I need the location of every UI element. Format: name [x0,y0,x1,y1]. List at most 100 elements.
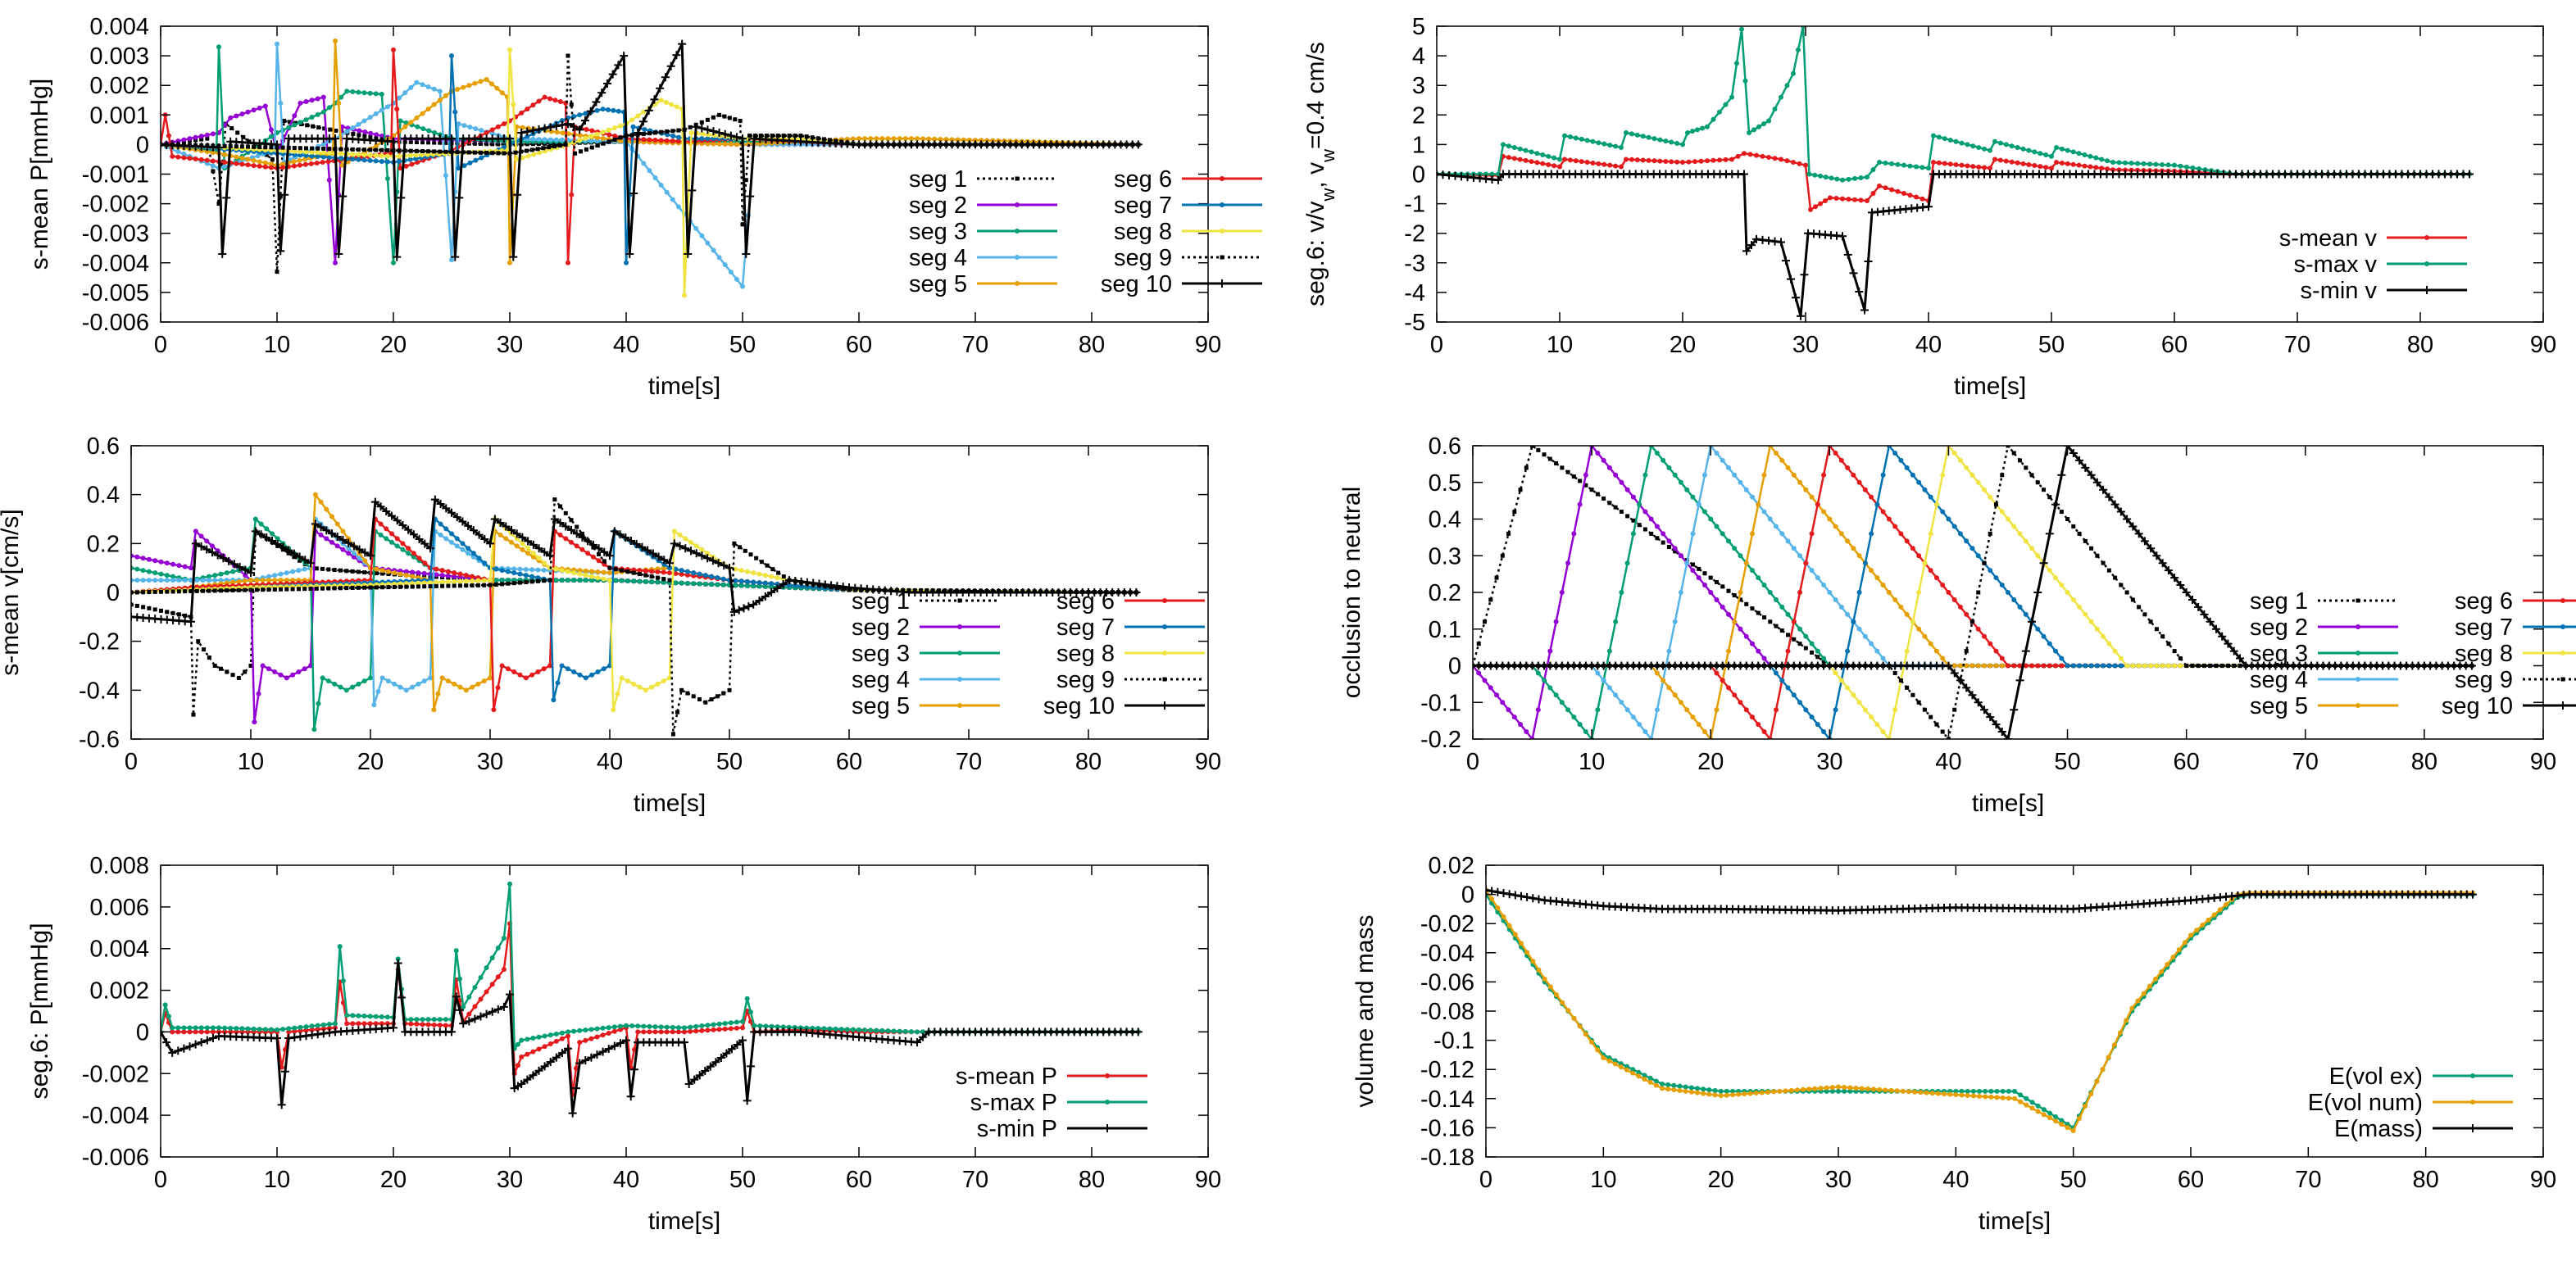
data-point [211,169,216,174]
data-point [272,669,278,674]
data-point [158,571,164,577]
data-point [2147,161,2152,167]
data-point [1761,472,1767,478]
data-point [672,51,681,60]
data-point [507,525,516,534]
data-point [1606,465,1612,470]
data-point [577,568,583,574]
data-point [1870,190,1876,196]
data-point [547,663,552,669]
data-point [583,135,588,141]
data-point [1661,531,1666,537]
data-point [176,578,182,583]
data-point [553,566,559,572]
data-point [1613,692,1619,698]
data-point [588,540,597,549]
data-point [1619,164,1624,170]
data-point [379,675,385,681]
data-point [670,138,675,144]
data-point [479,150,483,155]
series-line-s-max-v [1437,26,2469,181]
y-tick-label: -5 [1404,310,1425,336]
data-point [205,136,210,141]
data-point [1584,138,1590,143]
data-point [331,134,339,143]
data-point [438,149,443,154]
data-point [751,583,756,589]
data-point [1579,159,1584,165]
data-point [1488,685,1493,691]
x-tick-label: 70 [956,749,982,775]
data-point [480,534,489,543]
data-point [524,148,529,153]
data-point [1695,127,1700,133]
data-point [1992,156,1997,162]
data-point [346,551,352,556]
data-point [421,678,427,684]
data-point [1846,197,1851,202]
data-point [2116,160,2122,166]
data-point [201,588,206,593]
x-tick-label: 30 [477,749,503,775]
data-point [1642,509,1648,515]
data-point [499,90,505,96]
x-tick-label: 10 [264,332,290,358]
data-point [488,675,493,681]
data-point [1494,175,1502,184]
data-point [725,564,734,573]
data-point [131,602,134,607]
data-point [1834,176,1840,182]
legend-item: seg 8 [1056,641,1205,667]
data-point [602,559,607,564]
data-point [1809,568,1815,574]
data-point [472,141,477,146]
data-point [484,142,489,147]
data-point [2003,158,2009,164]
data-point [320,675,325,681]
data-point [1803,487,1809,492]
data-point [225,556,234,565]
data-point [140,568,146,574]
data-point [2043,165,2049,170]
y-tick-label: -2 [1404,221,1425,247]
data-point [739,604,748,613]
data-point [479,155,484,161]
legend-marker [1220,202,1224,207]
data-point [410,574,416,579]
x-tick-label: 20 [357,749,384,775]
data-point [2070,149,2076,155]
data-point [290,569,296,574]
data-point [751,579,756,585]
data-point [1858,175,1864,181]
data-point [613,578,619,583]
data-point [1601,678,1606,683]
data-point [709,574,715,579]
data-point [1619,145,1624,151]
data-point [230,673,235,678]
data-point [1931,160,1936,166]
data-point [773,584,782,593]
data-point [338,535,348,544]
data-point [303,149,309,155]
data-point [920,136,926,142]
data-point [1642,527,1647,532]
data-point [499,568,505,574]
data-point [2093,165,2099,170]
data-point [595,669,601,674]
legend-item: seg 4 [909,245,1057,271]
data-point [2054,160,2059,166]
data-point [625,678,630,684]
data-point [1779,604,1785,610]
data-point [338,147,343,152]
data-point [601,576,607,582]
data-point [1701,472,1707,478]
data-point [1567,157,1573,163]
data-point [349,542,358,551]
data-point [270,156,275,161]
data-point [1800,270,1809,279]
data-point [296,568,302,574]
data-point [606,551,614,560]
data-point [691,581,697,587]
legend-marker [1161,701,1169,710]
y-tick-label: 0.6 [87,433,120,460]
